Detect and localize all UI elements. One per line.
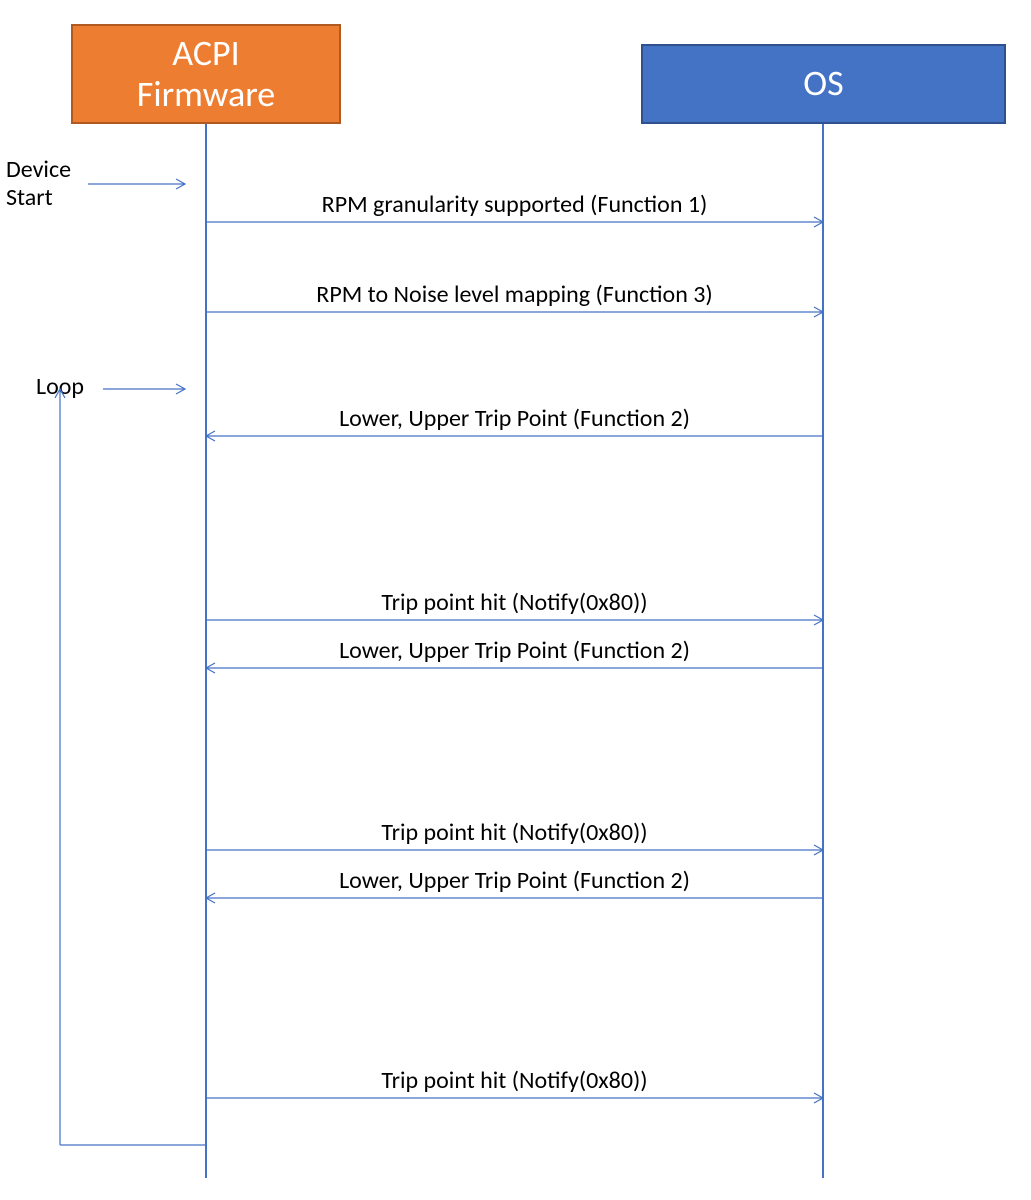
message-3: Trip point hit (Notify(0x80)) bbox=[206, 588, 823, 617]
participant-acpi: ACPIFirmware bbox=[71, 24, 341, 124]
message-4: Lower, Upper Trip Point (Function 2) bbox=[206, 636, 823, 665]
message-6: Lower, Upper Trip Point (Function 2) bbox=[206, 866, 823, 895]
message-1: RPM to Noise level mapping (Function 3) bbox=[206, 280, 823, 309]
side-label-device-start: DeviceStart bbox=[6, 156, 71, 211]
side-label-loop: Loop bbox=[36, 373, 84, 401]
message-0: RPM granularity supported (Function 1) bbox=[206, 190, 823, 219]
participant-os: OS bbox=[641, 44, 1006, 124]
message-2: Lower, Upper Trip Point (Function 2) bbox=[206, 404, 823, 433]
message-5: Trip point hit (Notify(0x80)) bbox=[206, 818, 823, 847]
sequence-diagram: ACPIFirmware OS DeviceStart Loop RPM granula… bbox=[0, 0, 1031, 1200]
message-7: Trip point hit (Notify(0x80)) bbox=[206, 1066, 823, 1095]
